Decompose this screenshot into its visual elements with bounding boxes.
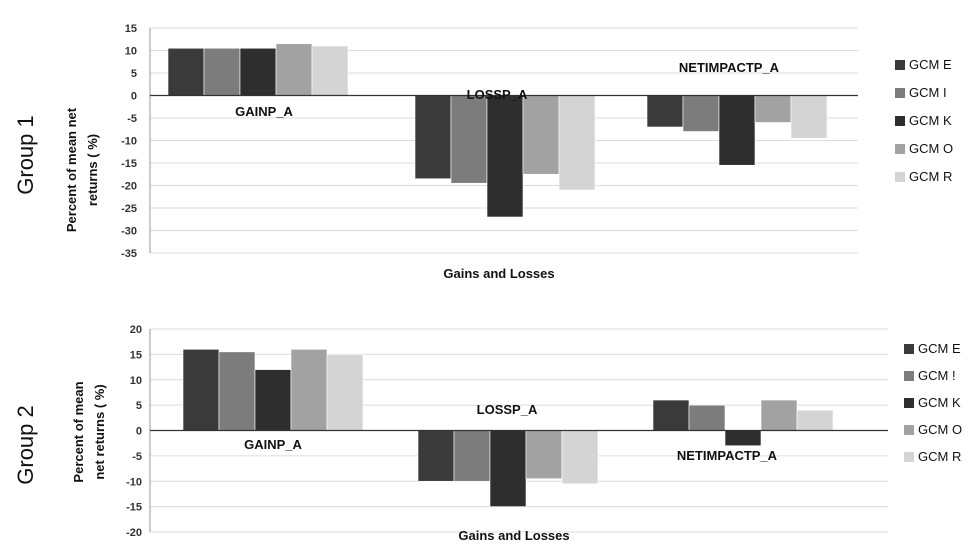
panel2-bar-gainp-a-gcm-o xyxy=(290,348,328,431)
panel2-bar-gainp-a-gcm-k xyxy=(254,369,292,431)
panel1-bar-gainp-a-gcm-k xyxy=(239,47,277,96)
panel2-bar-netimpactp-a-gcm-e xyxy=(652,399,690,431)
panel1-legend-swatch xyxy=(895,60,905,70)
panel2-bar-netimpactp-a-gcm-o xyxy=(760,399,798,431)
panel1-bar-netimpactp-a-gcm-k xyxy=(718,95,756,166)
panel2-legend-swatch xyxy=(904,398,914,408)
panel2-legend-swatch xyxy=(904,425,914,435)
panel2-y-tick-label: -10 xyxy=(126,476,142,488)
panel2-x-axis-label: Gains and Losses xyxy=(458,528,569,543)
panel1-y-tick-label: 5 xyxy=(131,68,137,80)
panel1-y-axis-label: returns ( %) xyxy=(85,134,100,206)
panel2-bar-gainp-a-gcm- xyxy=(218,351,256,431)
panel2-legend-label: GCM ! xyxy=(918,368,956,383)
panel1-y-tick-label: 15 xyxy=(125,23,137,35)
panel1-y-tick-label: -30 xyxy=(121,226,137,238)
panel2-bar-lossp-a-gcm-e xyxy=(417,430,455,482)
panel2-y-tick-label: 20 xyxy=(130,324,142,336)
panel2-y-axis-label: net returns ( %) xyxy=(92,384,107,479)
panel2-legend-label: GCM K xyxy=(918,395,961,410)
panel1-bar-netimpactp-a-gcm-r xyxy=(790,95,828,139)
panel2-y-tick-label: 10 xyxy=(130,375,142,387)
panel1-bar-lossp-a-gcm-i xyxy=(450,95,488,184)
panel1-bar-netimpactp-a-gcm-o xyxy=(754,95,792,123)
panel1-legend-label: GCM R xyxy=(909,169,952,184)
panel1-legend-swatch xyxy=(895,88,905,98)
panel2-bar-netimpactp-a-gcm- xyxy=(688,404,726,431)
panel1-y-tick-label: -20 xyxy=(121,181,137,193)
panel2-legend-label: GCM O xyxy=(918,422,962,437)
panel1-category-label: GAINP_A xyxy=(235,104,293,119)
panel1-category-label: LOSSP_A xyxy=(467,87,528,102)
panel1-y-axis-label: Percent of mean net xyxy=(64,107,79,232)
panel2-y-tick-label: -15 xyxy=(126,502,142,514)
panel1-bar-lossp-a-gcm-k xyxy=(486,95,524,218)
panel1-y-tick-label: -25 xyxy=(121,203,137,215)
panel2-bar-gainp-a-gcm-e xyxy=(182,348,220,431)
panel1-y-tick-label: -15 xyxy=(121,158,137,170)
panel2-y-tick-label: -20 xyxy=(126,527,142,539)
panel2-legend-label: GCM R xyxy=(918,449,961,464)
panel1-bar-gainp-a-gcm-e xyxy=(167,47,205,96)
panel1-bar-gainp-a-gcm-r xyxy=(311,45,349,96)
panel2-y-axis-label: Percent of mean xyxy=(71,381,86,482)
panel1-y-tick-label: 10 xyxy=(125,46,137,58)
panel1-x-axis-label: Gains and Losses xyxy=(443,266,554,281)
panel2-bar-lossp-a-gcm-o xyxy=(525,430,563,480)
panel1-y-tick-label: -10 xyxy=(121,136,137,148)
panel2-legend-swatch xyxy=(904,452,914,462)
panel2-bar-lossp-a-gcm-r xyxy=(561,430,599,485)
panel1-y-tick-label: -5 xyxy=(127,113,137,125)
panel1-category-label: NETIMPACTP_A xyxy=(679,60,780,75)
panel1-legend-swatch xyxy=(895,116,905,126)
panel1-legend-label: GCM K xyxy=(909,113,952,128)
panel1-bar-netimpactp-a-gcm-e xyxy=(646,95,684,128)
panel1-bar-lossp-a-gcm-e xyxy=(414,95,452,180)
panel1-bar-gainp-a-gcm-o xyxy=(275,43,313,96)
panel2-y-tick-label: -5 xyxy=(132,451,142,463)
panel2-bar-lossp-a-gcm-k xyxy=(489,430,527,507)
panel1-bar-lossp-a-gcm-r xyxy=(558,95,596,191)
panel1-legend-label: GCM O xyxy=(909,141,953,156)
panel2-y-tick-label: 5 xyxy=(136,400,142,412)
panel2-category-label: NETIMPACTP_A xyxy=(677,448,778,463)
panel1-bar-lossp-a-gcm-o xyxy=(522,95,560,175)
panel1-legend-swatch xyxy=(895,144,905,154)
panel1-y-tick-label: -35 xyxy=(121,248,137,260)
panel1-legend-label: GCM I xyxy=(909,85,947,100)
panel1-bar-gainp-a-gcm-i xyxy=(203,47,241,96)
panel2-legend-label: GCM E xyxy=(918,341,961,356)
panel2-legend-swatch xyxy=(904,371,914,381)
panel1-legend-label: GCM E xyxy=(909,57,952,72)
panel1-bar-netimpactp-a-gcm-i xyxy=(682,95,720,132)
panel2-y-tick-label: 0 xyxy=(136,426,142,438)
panel2-category-label: LOSSP_A xyxy=(477,402,538,417)
panel2-bar-netimpactp-a-gcm-k xyxy=(724,430,762,447)
panel2-bar-gainp-a-gcm-r xyxy=(326,354,364,431)
panel2-bar-lossp-a-gcm- xyxy=(453,430,491,482)
panel2-y-tick-label: 15 xyxy=(130,349,142,361)
panel2-bar-netimpactp-a-gcm-r xyxy=(796,409,834,431)
panel1-y-tick-label: 0 xyxy=(131,91,137,103)
panel2-legend-swatch xyxy=(904,344,914,354)
panel2-category-label: GAINP_A xyxy=(244,437,302,452)
panel1-legend-swatch xyxy=(895,172,905,182)
